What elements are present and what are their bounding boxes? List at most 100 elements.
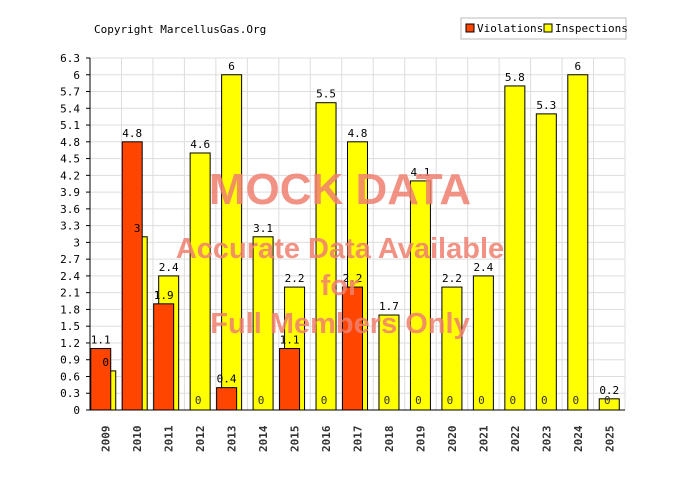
xtick-label-2021: 2021 [477,425,490,452]
ytick-label-13: 3.9 [60,186,80,199]
ytick-label-3: 0.9 [60,354,80,367]
xtick-label-2009: 2009 [100,426,113,453]
xtick-label-2024: 2024 [572,425,585,452]
data-labels: 0 1.1 3 4.8 2.4 1.9 4.6 0 6 0.4 3.1 0 2.2 1.1 5.5 0 4.8 2… [91,60,619,407]
ytick-label-11: 3.3 [60,220,80,233]
bar-violations-2015 [279,348,301,411]
xtick-label-2014: 2014 [257,425,270,452]
legend-label-violations: Violations [477,22,543,35]
xtick-label-2025: 2025 [603,426,616,453]
ytick-label-17: 5.1 [60,119,80,132]
xtick-label-2023: 2023 [540,426,553,453]
xtick-label-2011: 2011 [163,425,176,452]
watermark-line-1: MOCK DATA [209,165,471,214]
ytick-label-6: 1.8 [60,303,80,316]
label-inspections-2022: 5.8 [505,71,525,84]
bar-inspections-2012 [189,152,211,411]
label-violations-2019: 0 [415,394,422,407]
label-inspections-2012: 4.6 [190,138,210,151]
bar-violations-2013 [216,387,238,411]
legend-swatch-inspections [543,23,553,33]
legend-label-inspections: Inspections [555,22,628,35]
ytick-label-12: 3.6 [60,203,80,216]
label-inspections-2025: 0.2 [599,384,619,397]
label-inspections-2023: 5.3 [536,99,556,112]
xtick-label-2017: 2017 [352,426,365,453]
ytick-label-18: 5.4 [60,102,80,115]
ytick-label-1: 0.3 [60,387,80,400]
label-violations-2010: 4.8 [122,127,142,140]
label-inspections-2020: 2.2 [442,272,462,285]
ytick-label-21: 6.3 [60,52,80,65]
xtick-label-2015: 2015 [289,426,302,453]
bar-violations-2017 [342,286,363,411]
ytick-label-9: 2.7 [60,253,80,266]
label-violations-2018: 0 [384,394,391,407]
bar-inspections-2020 [441,286,463,411]
watermark-line-4: Full Members Only [210,308,469,340]
label-inspections-2024: 6 [574,60,581,73]
label-inspections-2015: 2.2 [285,272,305,285]
bar-inspections-2022 [504,85,526,411]
ytick-label-2: 0.6 [60,370,80,383]
label-violations-2016: 0 [321,394,328,407]
label-violations-2013: 0.4 [217,373,237,386]
label-inspections-2018: 1.7 [379,300,399,313]
bar-violations-2010 [121,141,143,411]
legend-swatch-violations [465,23,475,33]
axes: 0 0.3 0.6 0.9 1.2 1.5 1.8 2.1 2.4 2.7 3 3.3 3.6 3.9 4.… [60,52,625,452]
ytick-label-20: 6 [73,69,80,82]
bar-inspections-2023 [535,113,557,411]
ytick-label-14: 4.2 [60,169,80,182]
ytick-label-8: 2.4 [60,270,80,283]
label-violations-2009: 1.1 [91,334,111,347]
ytick-label-0: 0 [73,404,80,417]
xtick-label-2020: 2020 [446,426,459,453]
xtick-label-2016: 2016 [320,425,333,452]
label-inspections-2019: 4.1 [411,166,431,179]
ytick-label-4: 1.2 [60,337,80,350]
bar-inspections-2021 [472,275,494,411]
label-inspections-2021: 2.4 [473,261,493,274]
label-violations-2015: 1.1 [280,334,300,347]
ytick-label-5: 1.5 [60,320,80,333]
bar-violations-2011 [153,303,175,411]
xtick-label-2010: 2010 [131,426,144,453]
xtick-label-2018: 2018 [383,426,396,453]
ytick-label-7: 2.1 [60,287,80,300]
legend: Violations Inspections [460,17,628,40]
xtick-label-2019: 2019 [414,426,427,453]
label-inspections-2010: 3 [134,222,141,235]
watermark-line-3: for [321,270,360,302]
bar-inspections-2024 [567,74,589,411]
bars [90,74,620,411]
label-violations-2024: 0 [572,394,579,407]
label-inspections-2016: 5.5 [316,88,336,101]
label-violations-2012: 0 [195,394,202,407]
label-inspections-2011: 2.4 [159,261,179,274]
ytick-label-16: 4.8 [60,136,80,149]
label-inspections-2017: 4.8 [348,127,368,140]
xtick-label-2013: 2013 [226,426,239,453]
label-violations-2022: 0 [510,394,517,407]
label-inspections-2009: 0 [102,356,109,369]
watermark-line-2: Accurate Data Available [176,233,504,265]
label-violations-2023: 0 [541,394,548,407]
label-violations-2011: 1.9 [154,289,174,302]
label-violations-2014: 0 [258,394,265,407]
label-violations-2017: 2.2 [343,272,363,285]
label-violations-2020: 0 [447,394,454,407]
bar-inspections-2019 [409,180,431,411]
ytick-label-10: 3 [73,236,80,249]
watermark: MOCK DATA Accurate Data Available for Fu… [176,165,504,340]
copyright-text: Copyright MarcellusGas.Org [94,23,266,36]
ytick-label-15: 4.5 [60,153,80,166]
label-inspections-2013: 6 [228,60,235,73]
label-violations-2021: 0 [478,394,485,407]
label-inspections-2014: 3.1 [253,222,273,235]
ytick-label-19: 5.7 [60,86,80,99]
xtick-label-2022: 2022 [509,426,522,453]
label-violations-2025: 0 [604,394,611,407]
xtick-label-2012: 2012 [194,426,207,453]
